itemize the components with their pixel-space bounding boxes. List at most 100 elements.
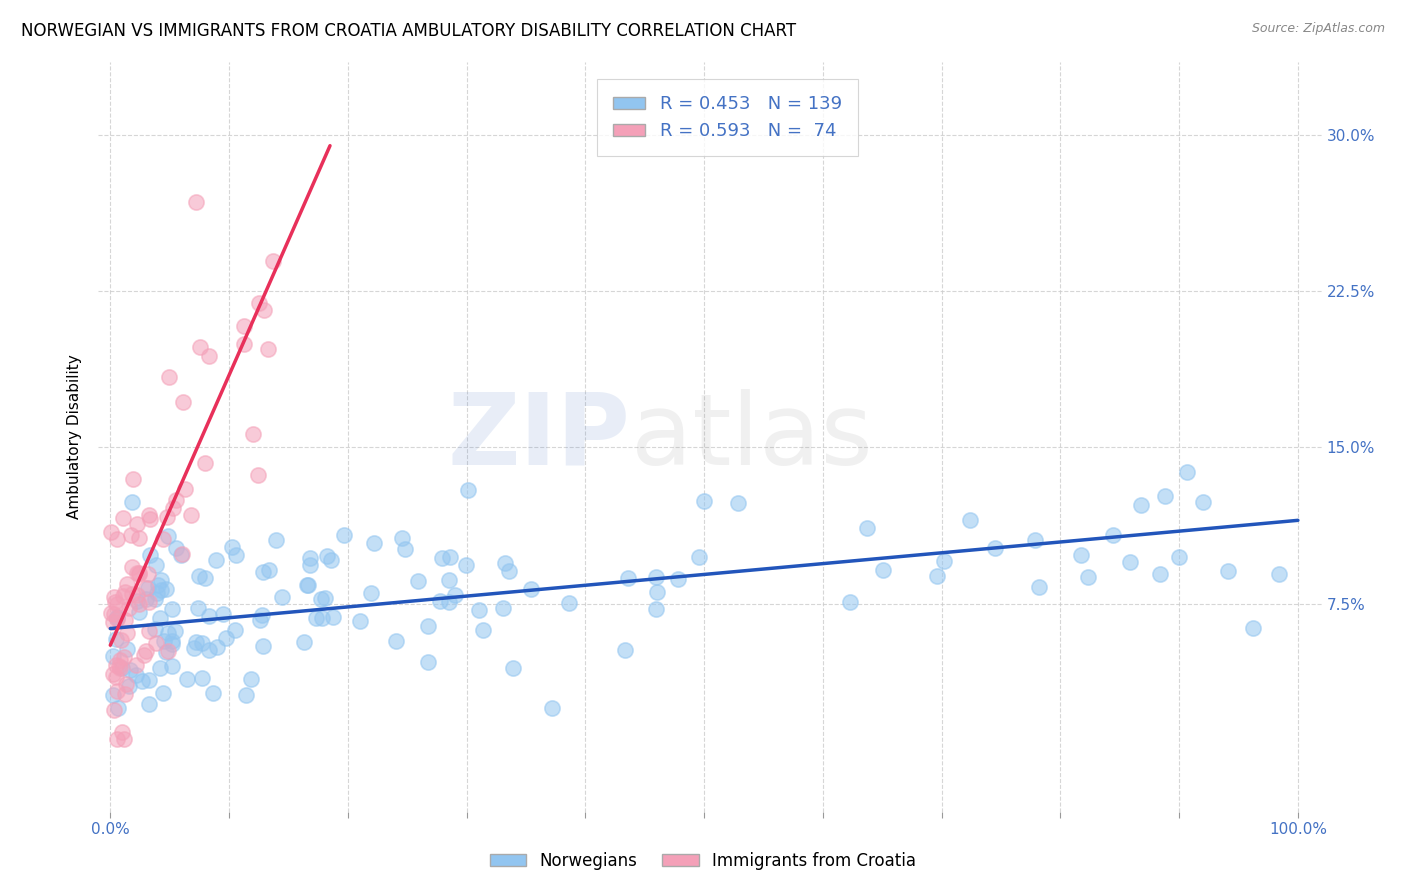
Point xyxy=(314,591,336,605)
Point xyxy=(105,684,128,698)
Point xyxy=(1102,528,1125,542)
Point xyxy=(385,633,408,648)
Point xyxy=(252,639,274,653)
Point xyxy=(242,427,264,442)
Point xyxy=(184,635,207,649)
Point xyxy=(155,582,177,596)
Point xyxy=(120,528,142,542)
Point xyxy=(252,566,274,580)
Point xyxy=(430,550,453,565)
Point xyxy=(104,632,127,646)
Point xyxy=(101,649,124,664)
Point xyxy=(198,643,221,657)
Point xyxy=(101,689,124,703)
Point xyxy=(121,587,143,601)
Point xyxy=(163,624,186,638)
Point xyxy=(162,637,184,651)
Point xyxy=(148,577,170,591)
Point xyxy=(1154,489,1177,503)
Point xyxy=(176,672,198,686)
Point xyxy=(467,603,489,617)
Point xyxy=(855,521,877,535)
Point xyxy=(457,483,479,497)
Point xyxy=(668,573,690,587)
Point xyxy=(558,596,581,610)
Point xyxy=(360,586,382,600)
Point xyxy=(391,532,413,546)
Point xyxy=(114,677,136,691)
Point xyxy=(143,622,166,636)
Point xyxy=(157,370,180,384)
Legend: R = 0.453   N = 139, R = 0.593   N =  74: R = 0.453 N = 139, R = 0.593 N = 74 xyxy=(596,79,858,156)
Point xyxy=(197,349,219,363)
Point xyxy=(1149,567,1171,582)
Point xyxy=(429,594,451,608)
Point xyxy=(644,570,666,584)
Point xyxy=(215,631,238,645)
Point xyxy=(1119,555,1142,569)
Point xyxy=(613,643,636,657)
Point xyxy=(191,671,214,685)
Point xyxy=(180,508,202,522)
Point xyxy=(315,549,337,563)
Point xyxy=(115,626,138,640)
Point xyxy=(959,513,981,527)
Point xyxy=(128,597,150,611)
Point xyxy=(121,560,143,574)
Point xyxy=(1177,466,1199,480)
Point xyxy=(693,493,716,508)
Point xyxy=(105,610,128,624)
Point xyxy=(155,645,177,659)
Point xyxy=(183,640,205,655)
Point xyxy=(105,658,128,673)
Point xyxy=(114,585,136,599)
Point xyxy=(172,395,194,409)
Point xyxy=(138,697,160,711)
Point xyxy=(103,595,125,609)
Point xyxy=(145,586,167,600)
Point xyxy=(645,585,668,599)
Point xyxy=(152,686,174,700)
Point xyxy=(297,578,319,592)
Point xyxy=(439,550,461,565)
Point xyxy=(165,541,187,555)
Point xyxy=(160,634,183,648)
Point xyxy=(408,574,430,589)
Point xyxy=(157,644,180,658)
Point xyxy=(156,510,179,524)
Point xyxy=(247,296,270,310)
Point xyxy=(112,589,135,603)
Point xyxy=(127,593,149,607)
Point xyxy=(617,570,640,584)
Point xyxy=(143,592,166,607)
Point xyxy=(160,659,183,673)
Point xyxy=(115,642,138,657)
Point xyxy=(138,673,160,688)
Point xyxy=(437,574,460,588)
Point xyxy=(128,566,150,580)
Point xyxy=(157,529,180,543)
Point xyxy=(1028,580,1050,594)
Point xyxy=(170,547,193,561)
Point xyxy=(872,563,894,577)
Point xyxy=(494,557,516,571)
Point xyxy=(319,553,342,567)
Point xyxy=(127,566,149,580)
Point xyxy=(149,611,172,625)
Point xyxy=(492,600,515,615)
Point xyxy=(1167,550,1189,565)
Point xyxy=(184,194,207,209)
Point xyxy=(688,550,710,565)
Point xyxy=(128,566,150,581)
Point xyxy=(125,668,148,682)
Point xyxy=(443,589,465,603)
Point xyxy=(103,590,125,604)
Point xyxy=(224,623,246,637)
Point xyxy=(136,566,159,581)
Point xyxy=(454,558,477,573)
Point xyxy=(135,582,157,596)
Point xyxy=(191,636,214,650)
Point xyxy=(502,661,524,675)
Point xyxy=(727,496,749,510)
Point xyxy=(240,672,263,686)
